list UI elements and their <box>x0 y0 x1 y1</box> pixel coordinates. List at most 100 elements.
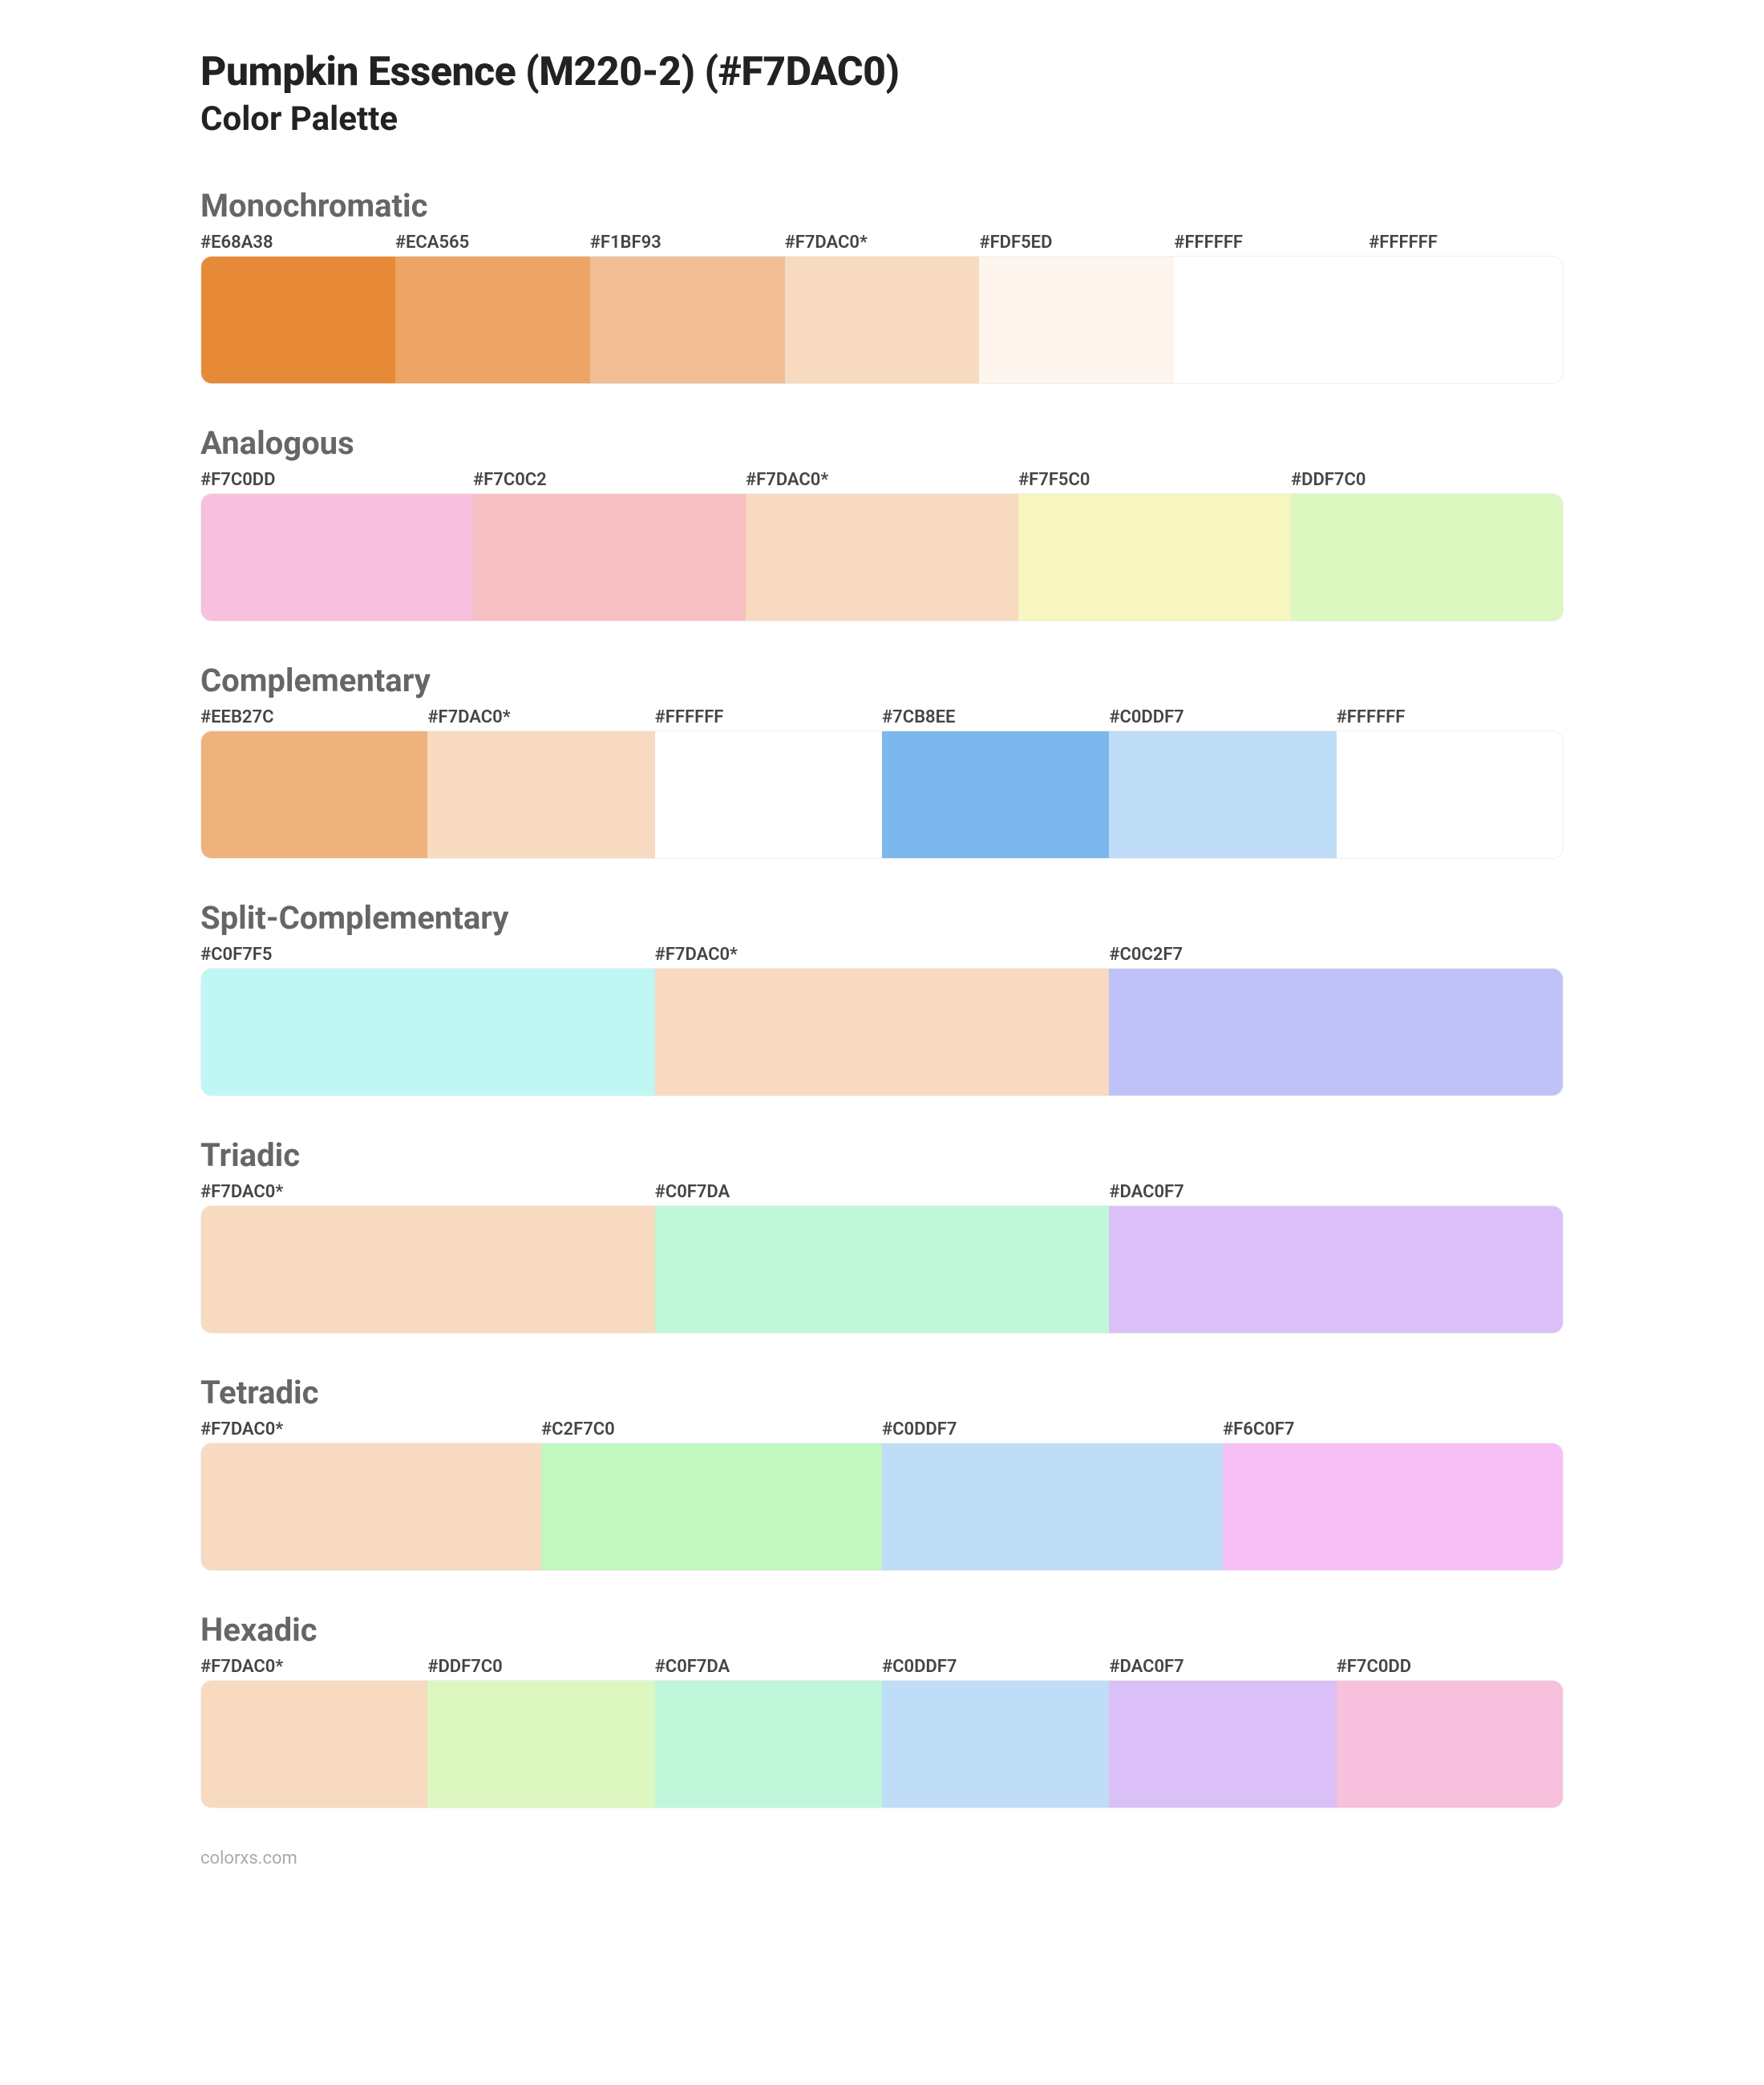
color-swatch[interactable] <box>473 493 746 621</box>
hex-label: #F7DAC0* <box>746 470 1018 493</box>
swatch-wrap: #F7F5C0 <box>1018 470 1291 621</box>
hex-label: #E68A38 <box>200 233 395 256</box>
hex-label: #F7DAC0* <box>200 1419 541 1443</box>
color-swatch[interactable] <box>1109 1205 1564 1334</box>
color-swatch[interactable] <box>785 256 980 384</box>
swatch-wrap: #F1BF93 <box>590 233 785 384</box>
hex-label: #F6C0F7 <box>1223 1419 1564 1443</box>
hex-label: #FDF5ED <box>979 233 1174 256</box>
hex-label: #F7DAC0* <box>200 1657 427 1680</box>
palette-row: #EEB27C#F7DAC0*#FFFFFF#7CB8EE#C0DDF7#FFF… <box>200 707 1564 859</box>
color-swatch[interactable] <box>200 1680 427 1808</box>
page-subtitle: Color Palette <box>200 99 1564 139</box>
footer-credit: colorxs.com <box>200 1848 1564 1868</box>
section-title: Triadic <box>200 1136 1564 1174</box>
hex-label: #DDF7C0 <box>427 1657 654 1680</box>
palette-section: Analogous #F7C0DD#F7C0C2#F7DAC0*#F7F5C0#D… <box>200 424 1564 621</box>
hex-label: #FFFFFF <box>1337 707 1564 731</box>
color-swatch[interactable] <box>746 493 1018 621</box>
hex-label: #F7C0DD <box>200 470 473 493</box>
color-swatch[interactable] <box>1223 1443 1564 1571</box>
swatch-wrap: #C0F7DA <box>655 1182 1110 1334</box>
hex-label: #ECA565 <box>395 233 590 256</box>
swatch-wrap: #FFFFFF <box>1369 233 1564 384</box>
section-title: Complementary <box>200 662 1564 699</box>
hex-label: #F7DAC0* <box>427 707 654 731</box>
color-swatch[interactable] <box>200 968 655 1096</box>
color-swatch[interactable] <box>882 1680 1109 1808</box>
hex-label: #EEB27C <box>200 707 427 731</box>
hex-label: #C0F7F5 <box>200 945 655 968</box>
swatch-wrap: #C2F7C0 <box>541 1419 882 1571</box>
color-swatch[interactable] <box>655 731 882 859</box>
color-swatch[interactable] <box>200 493 473 621</box>
color-swatch[interactable] <box>655 1680 882 1808</box>
swatch-wrap: #C0F7DA <box>655 1657 882 1808</box>
color-swatch[interactable] <box>1369 256 1564 384</box>
palette-row: #E68A38#ECA565#F1BF93#F7DAC0*#FDF5ED#FFF… <box>200 233 1564 384</box>
hex-label: #F7C0DD <box>1337 1657 1564 1680</box>
hex-label: #7CB8EE <box>882 707 1109 731</box>
color-swatch[interactable] <box>1174 256 1369 384</box>
hex-label: #C0DDF7 <box>882 1419 1223 1443</box>
color-swatch[interactable] <box>882 1443 1223 1571</box>
color-swatch[interactable] <box>979 256 1174 384</box>
sections-container: Monochromatic#E68A38#ECA565#F1BF93#F7DAC… <box>200 187 1564 1808</box>
color-swatch[interactable] <box>1109 968 1564 1096</box>
swatch-wrap: #F7DAC0* <box>427 707 654 859</box>
palette-row: #C0F7F5#F7DAC0*#C0C2F7 <box>200 945 1564 1096</box>
section-title: Split-Complementary <box>200 899 1564 937</box>
palette-section: Monochromatic #E68A38#ECA565#F1BF93#F7DAC… <box>200 187 1564 384</box>
palette-row: #F7DAC0*#DDF7C0#C0F7DA#C0DDF7#DAC0F7#F7C… <box>200 1657 1564 1808</box>
color-swatch[interactable] <box>200 731 427 859</box>
color-swatch[interactable] <box>1109 1680 1336 1808</box>
swatch-wrap: #DDF7C0 <box>427 1657 654 1808</box>
color-swatch[interactable] <box>427 1680 654 1808</box>
swatch-wrap: #F7C0DD <box>1337 1657 1564 1808</box>
color-swatch[interactable] <box>541 1443 882 1571</box>
hex-label: #FFFFFF <box>1174 233 1369 256</box>
section-title: Tetradic <box>200 1374 1564 1411</box>
swatch-wrap: #EEB27C <box>200 707 427 859</box>
section-title: Monochromatic <box>200 187 1564 225</box>
swatch-wrap: #C0DDF7 <box>1109 707 1336 859</box>
hex-label: #C2F7C0 <box>541 1419 882 1443</box>
color-swatch[interactable] <box>882 731 1109 859</box>
swatch-wrap: #7CB8EE <box>882 707 1109 859</box>
color-swatch[interactable] <box>655 968 1110 1096</box>
swatch-wrap: #C0C2F7 <box>1109 945 1564 1096</box>
color-swatch[interactable] <box>1018 493 1291 621</box>
section-title: Analogous <box>200 424 1564 462</box>
color-swatch[interactable] <box>427 731 654 859</box>
swatch-wrap: #F7C0DD <box>200 470 473 621</box>
color-swatch[interactable] <box>200 1443 541 1571</box>
color-swatch[interactable] <box>200 256 395 384</box>
hex-label: #F7DAC0* <box>785 233 980 256</box>
hex-label: #C0F7DA <box>655 1182 1110 1205</box>
palette-row: #F7DAC0*#C2F7C0#C0DDF7#F6C0F7 <box>200 1419 1564 1571</box>
swatch-wrap: #F7DAC0* <box>655 945 1110 1096</box>
palette-section: Split-Complementary #C0F7F5#F7DAC0*#C0C2F… <box>200 899 1564 1096</box>
swatch-wrap: #C0DDF7 <box>882 1419 1223 1571</box>
swatch-wrap: #F7C0C2 <box>473 470 746 621</box>
swatch-wrap: #DDF7C0 <box>1291 470 1564 621</box>
hex-label: #DAC0F7 <box>1109 1657 1336 1680</box>
color-swatch[interactable] <box>1337 1680 1564 1808</box>
palette-section: Triadic#F7DAC0*#C0F7DA#DAC0F7 <box>200 1136 1564 1334</box>
page-title: Pumpkin Essence (M220-2) (#F7DAC0) <box>200 48 1564 96</box>
swatch-wrap: #F7DAC0* <box>200 1419 541 1571</box>
color-swatch[interactable] <box>1109 731 1336 859</box>
swatch-wrap: #F7DAC0* <box>746 470 1018 621</box>
palette-section: Hexadic#F7DAC0*#DDF7C0#C0F7DA#C0DDF7#DAC… <box>200 1611 1564 1808</box>
color-swatch[interactable] <box>1291 493 1564 621</box>
color-swatch[interactable] <box>1337 731 1564 859</box>
swatch-wrap: #ECA565 <box>395 233 590 384</box>
hex-label: #F1BF93 <box>590 233 785 256</box>
color-swatch[interactable] <box>655 1205 1110 1334</box>
color-swatch[interactable] <box>590 256 785 384</box>
hex-label: #F7DAC0* <box>200 1182 655 1205</box>
color-swatch[interactable] <box>200 1205 655 1334</box>
palette-section: Tetradic #F7DAC0*#C2F7C0#C0DDF7#F6C0F7 <box>200 1374 1564 1571</box>
color-swatch[interactable] <box>395 256 590 384</box>
hex-label: #C0C2F7 <box>1109 945 1564 968</box>
